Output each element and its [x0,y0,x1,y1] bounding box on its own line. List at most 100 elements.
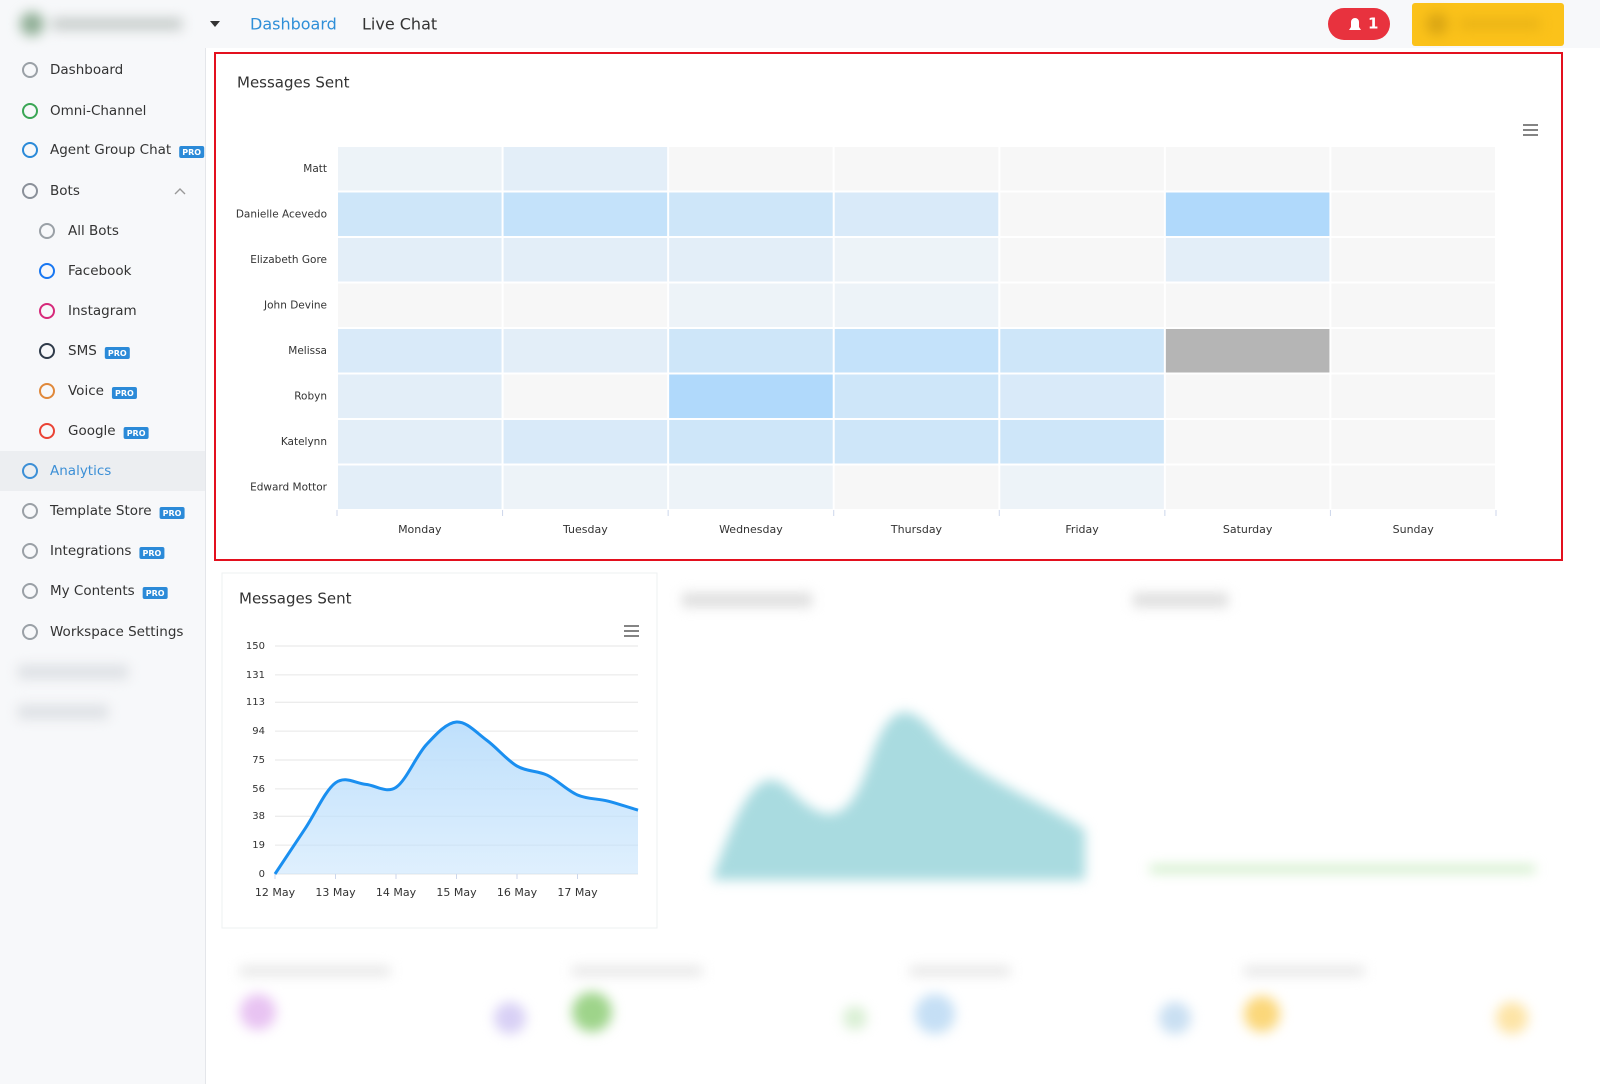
heatmap-cell[interactable] [1165,238,1330,282]
heatmap-cell[interactable] [834,283,999,328]
heatmap-cell[interactable] [503,238,668,282]
heatmap-cell[interactable] [1165,329,1330,373]
heatmap-cell[interactable] [503,374,668,419]
heatmap-cell[interactable] [338,329,502,373]
heatmap-cell[interactable] [1331,329,1495,373]
sidebar-edge [205,0,206,1084]
heatmap-cell[interactable] [1000,283,1164,328]
heatmap-cell[interactable] [669,283,833,328]
heatmap-cell[interactable] [338,465,502,510]
heatmap-cell[interactable] [1000,192,1164,237]
heatmap-cell[interactable] [503,420,668,464]
heatmap-cell[interactable] [338,374,502,419]
pro-badge-text: PRO [108,349,127,358]
row-label: Elizabeth Gore [250,254,327,266]
menu-item[interactable]: Agent Group Chat [50,142,171,158]
x-tick-label: Saturday [1223,523,1273,536]
heatmap-cell[interactable] [834,420,999,464]
menu-item[interactable]: Google [68,423,116,439]
y-tick-label: 19 [252,840,265,851]
heatmap-cell[interactable] [834,465,999,510]
heatmap-cell[interactable] [834,329,999,373]
blurred-panels [18,593,1535,1034]
menu-icon [22,103,38,119]
x-tick-label: 17 May [557,886,598,899]
menu-item[interactable]: SMS [68,343,97,359]
menu-item[interactable]: My Contents [50,583,135,599]
heatmap-cell[interactable] [1000,420,1164,464]
heatmap-cell[interactable] [503,283,668,328]
heatmap-cell[interactable] [338,283,502,328]
menu-item[interactable]: Voice [68,383,104,399]
heatmap-cell[interactable] [669,238,833,282]
heatmap-cell[interactable] [1165,147,1330,191]
heatmap-cell[interactable] [1165,192,1330,237]
heatmap-cell[interactable] [338,420,502,464]
nav-link[interactable]: Dashboard [250,15,337,34]
heatmap-cell[interactable] [669,465,833,510]
menu-item[interactable]: Omni-Channel [50,103,146,119]
x-tick-label: 13 May [315,886,356,899]
collapse-caret[interactable] [174,188,186,195]
y-tick-label: 38 [252,811,265,822]
chart-menu[interactable] [624,625,639,637]
row-label: Melissa [288,345,327,357]
menu-item[interactable]: Instagram [68,303,137,319]
menu-item[interactable]: Integrations [50,543,131,559]
menu-item[interactable]: Bots [50,183,80,199]
heatmap-cell[interactable] [1000,374,1164,419]
nav-link[interactable]: Live Chat [362,15,437,34]
heatmap-cell[interactable] [834,374,999,419]
pro-badge [179,146,205,158]
heatmap-cell[interactable] [1331,420,1495,464]
heatmap-cell[interactable] [834,147,999,191]
heatmap-cell[interactable] [669,147,833,191]
chart-menu[interactable] [1523,124,1538,136]
blurred-brand [20,12,182,36]
heatmap-cell[interactable] [503,147,668,191]
x-tick-label: Friday [1065,523,1099,536]
pro-badge-text: PRO [127,429,146,438]
heatmap-cell[interactable] [1000,329,1164,373]
heatmap-cell[interactable] [338,238,502,282]
dropdown-caret[interactable] [210,21,220,27]
x-tick-label: Monday [398,523,442,536]
menu-item[interactable]: Facebook [68,263,132,279]
menu-icon [39,343,55,359]
heatmap-cell[interactable] [1165,374,1330,419]
heatmap-cell[interactable] [1165,283,1330,328]
heatmap-cell[interactable] [1331,374,1495,419]
heatmap-cell[interactable] [669,420,833,464]
heatmap-cell[interactable] [1000,147,1164,191]
heatmap-cell[interactable] [669,374,833,419]
heatmap-cell[interactable] [1165,465,1330,510]
row-label: John Devine [263,299,327,311]
heatmap-cell[interactable] [669,329,833,373]
pro-badge [111,387,137,399]
menu-item[interactable]: Workspace Settings [50,624,183,640]
heatmap-cell[interactable] [1331,465,1495,510]
heatmap-cell[interactable] [503,465,668,510]
heatmap-cell[interactable] [1000,465,1164,510]
menu-item[interactable]: Analytics [50,463,111,479]
heatmap-cell[interactable] [1331,238,1495,282]
heatmap-cell[interactable] [1331,283,1495,328]
heatmap-cell[interactable] [1331,192,1495,237]
heatmap-cell[interactable] [834,192,999,237]
heatmap-cell[interactable] [1000,238,1164,282]
x-tick-label: Wednesday [719,523,783,536]
heatmap-cell[interactable] [338,192,502,237]
pro-badge [139,547,165,559]
heatmap-cell[interactable] [338,147,502,191]
menu-item[interactable]: Template Store [49,503,152,519]
heatmap-cell[interactable] [503,192,668,237]
menu-item[interactable]: Dashboard [50,62,123,78]
heatmap-cell[interactable] [503,329,668,373]
menu-item[interactable]: All Bots [68,223,119,239]
heatmap-cell[interactable] [669,192,833,237]
heatmap-cell[interactable] [1331,147,1495,191]
heatmap-cell[interactable] [1165,420,1330,464]
pro-badge-text: PRO [163,509,182,518]
heatmap-cell[interactable] [834,238,999,282]
menu-icon [39,383,55,399]
